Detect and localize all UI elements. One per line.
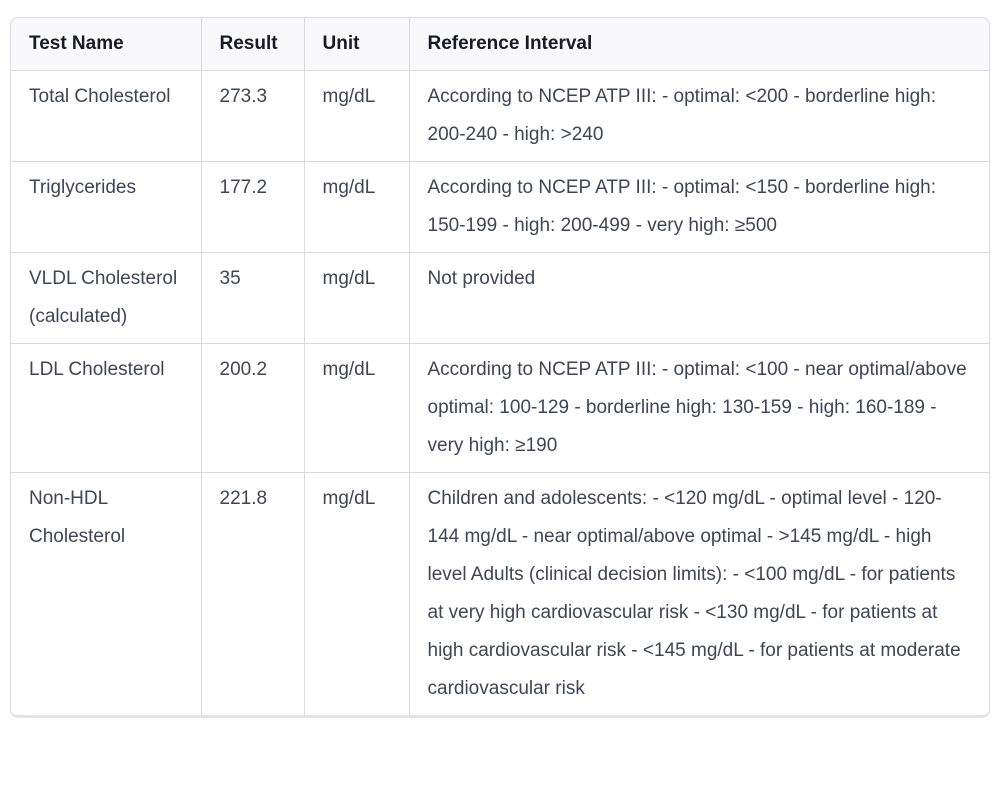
cell-reference-interval: Children and adolescents: - <120 mg/dL -… [427, 488, 961, 699]
cell-unit: mg/dL [304, 161, 410, 253]
cell-test-name: Total Cholesterol [11, 70, 202, 162]
table-row-total-cholesterol: Total Cholesterol 273.3 mg/dL According … [11, 70, 989, 162]
cell-result: 35 [201, 252, 305, 344]
header-row: Test Name Result Unit Reference Interval [11, 18, 989, 71]
table-row-triglycerides: Triglycerides 177.2 mg/dL According to N… [11, 161, 989, 253]
cell-test-name: LDL Cholesterol [11, 343, 202, 473]
lab-results-table-container: Test Name Result Unit Reference Interval… [10, 17, 990, 718]
cell-result: 200.2 [201, 343, 305, 473]
cell-reference-interval: Not provided [409, 252, 989, 344]
cell-unit: mg/dL [304, 343, 410, 473]
table-row-vldl-cholesterol: VLDL Cholesterol (calculated) 35 mg/dL N… [11, 252, 989, 344]
column-header-test-name: Test Name [11, 18, 202, 71]
cell-result: 221.8 [201, 472, 305, 715]
column-header-reference-interval: Reference Interval [409, 18, 989, 71]
table-row-ldl-cholesterol: LDL Cholesterol 200.2 mg/dL According to… [11, 343, 989, 473]
cell-result: 273.3 [201, 70, 305, 162]
cell-unit: mg/dL [304, 252, 410, 344]
column-header-result: Result [201, 18, 305, 71]
lab-results-table: Test Name Result Unit Reference Interval… [11, 18, 989, 715]
table-row-non-hdl-cholesterol: Non-HDL Cholesterol 221.8 mg/dL Children… [11, 472, 989, 715]
cell-unit: mg/dL [304, 70, 410, 162]
cell-test-name: VLDL Cholesterol (calculated) [11, 252, 202, 344]
cell-reference-interval: According to NCEP ATP III: - optimal: <1… [409, 343, 989, 473]
cell-result: 177.2 [201, 161, 305, 253]
cell-test-name: Non-HDL Cholesterol [11, 472, 202, 715]
cell-reference-interval: According to NCEP ATP III: - optimal: <1… [409, 161, 989, 253]
cell-reference-interval: According to NCEP ATP III: - optimal: <2… [409, 70, 989, 162]
cell-test-name: Triglycerides [11, 161, 202, 253]
cell-unit: mg/dL [304, 472, 410, 715]
column-header-unit: Unit [304, 18, 410, 71]
